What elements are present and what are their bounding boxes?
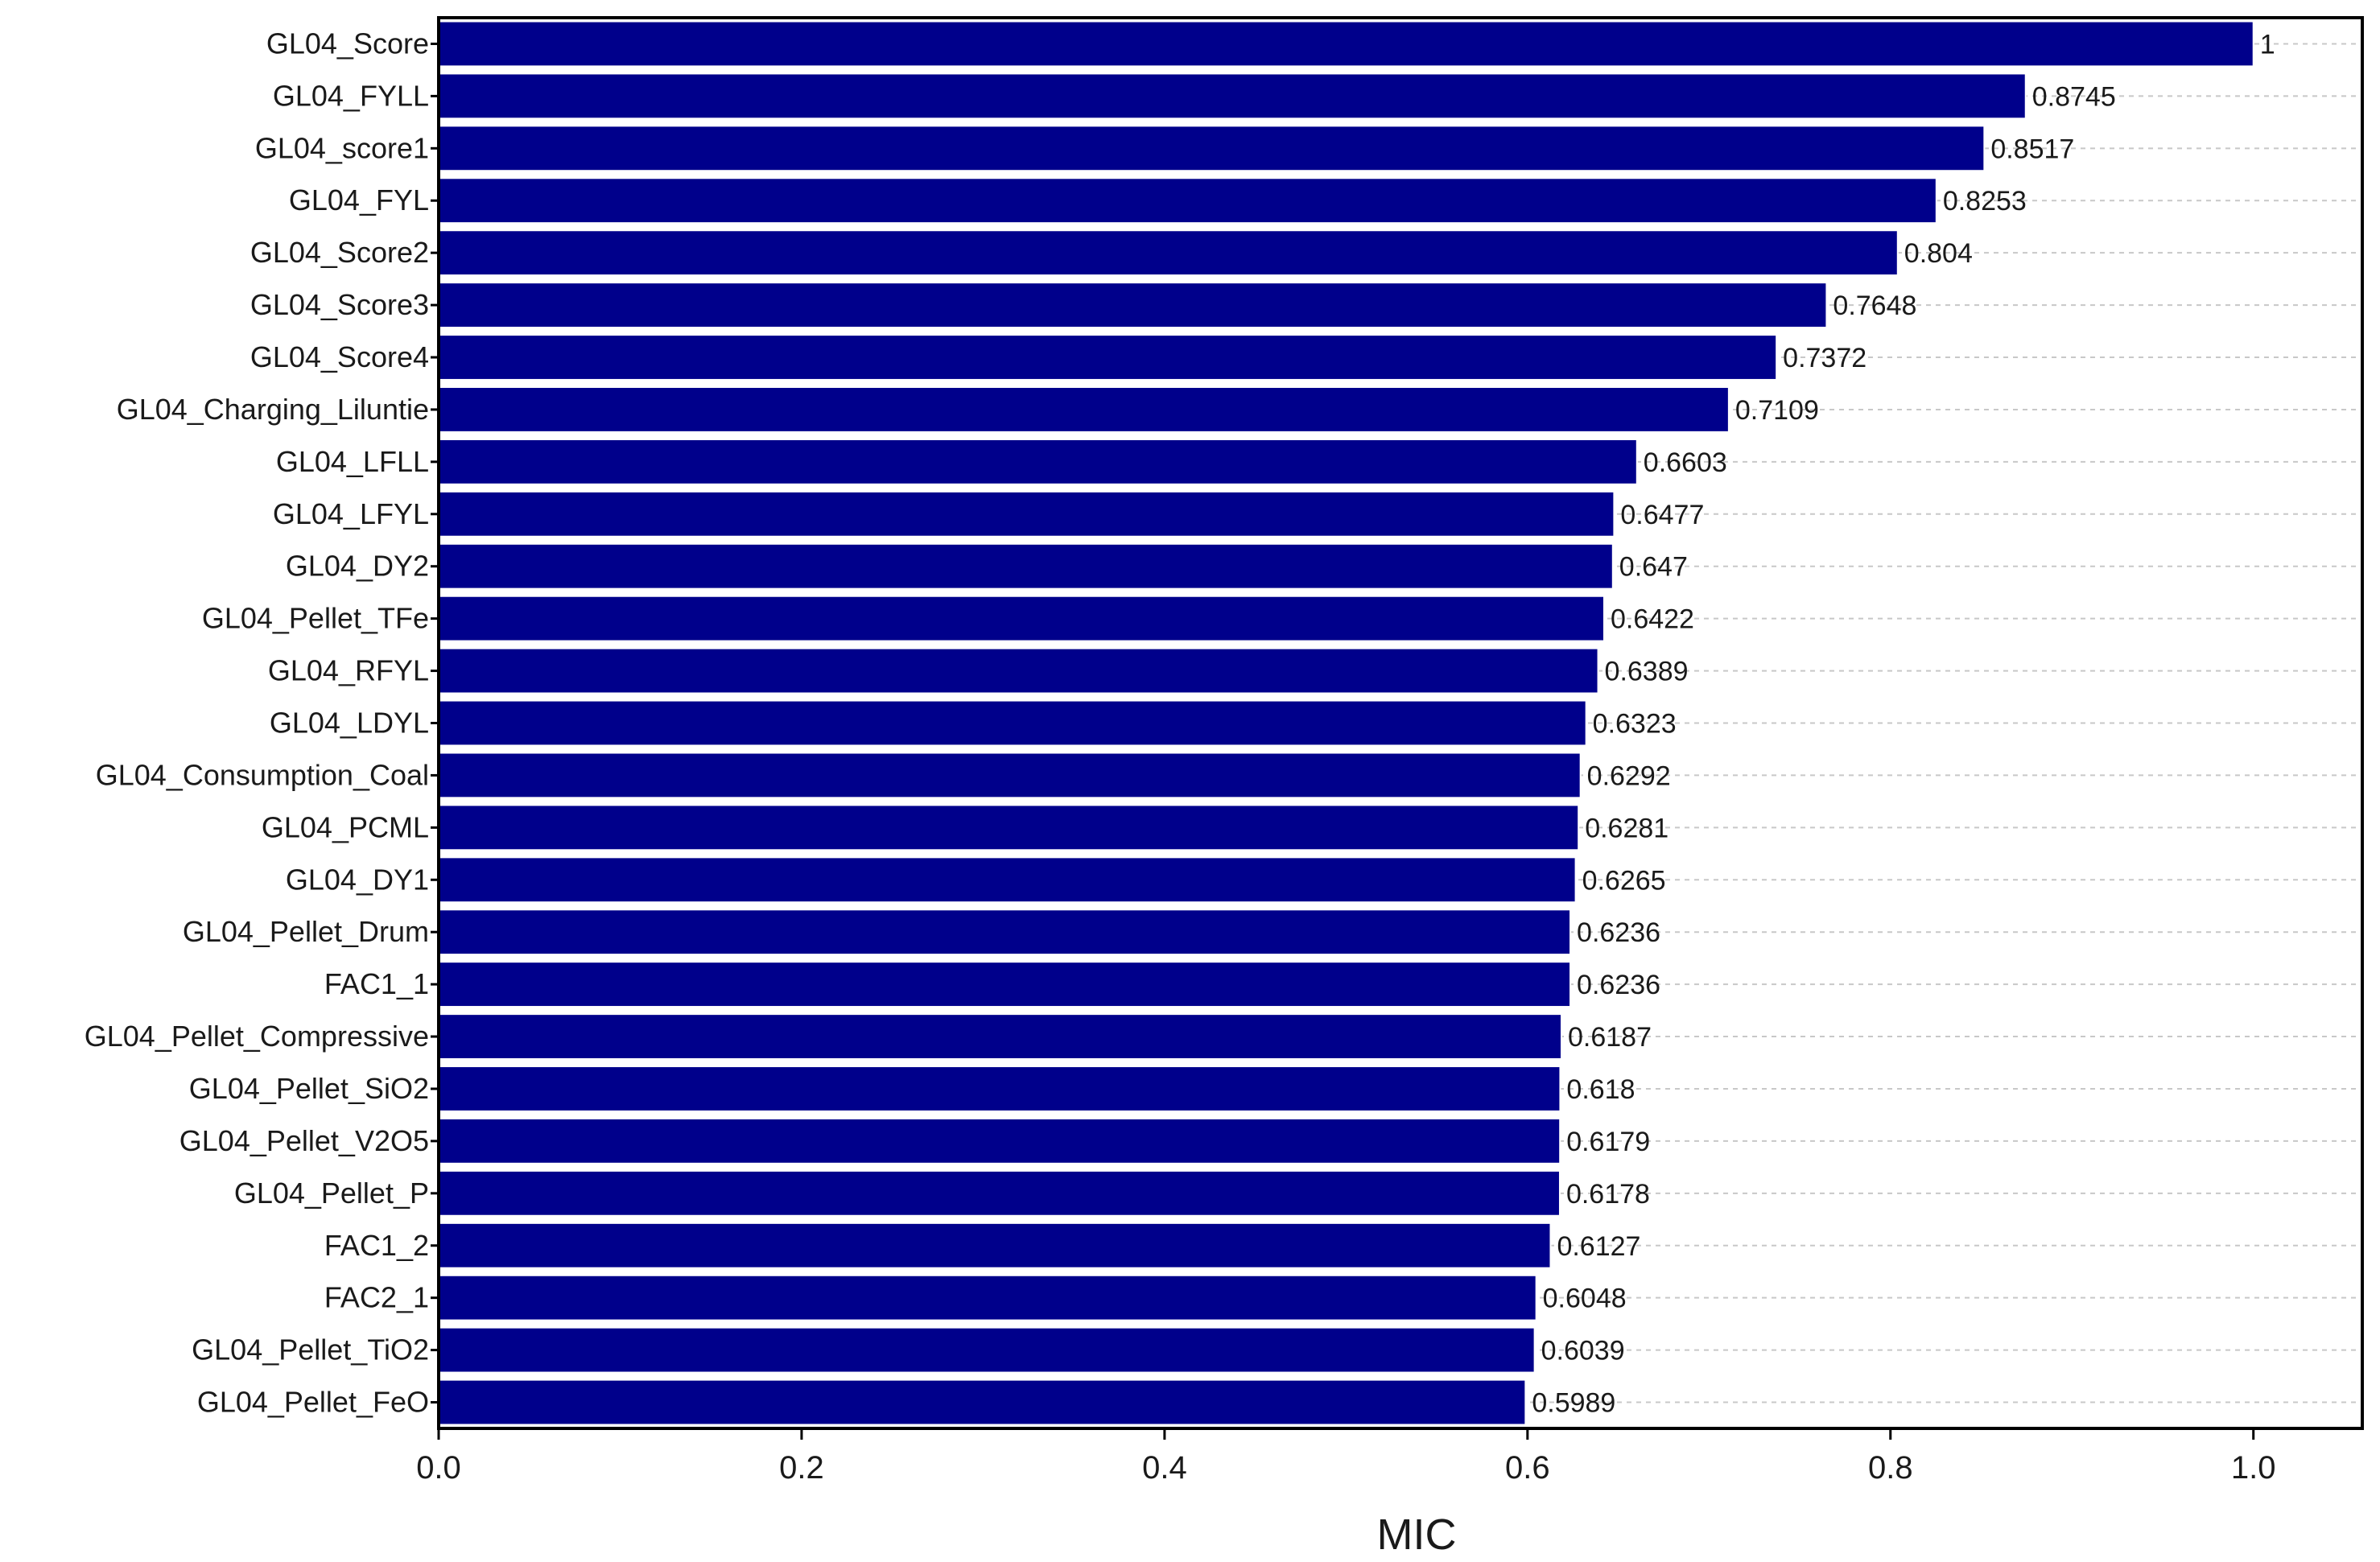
- bar: [438, 856, 1577, 904]
- data-label: 0.647: [1619, 552, 1688, 583]
- bar: [438, 72, 2027, 120]
- data-label: 0.6323: [1593, 709, 1677, 740]
- bar: [438, 1169, 1561, 1217]
- bar: [438, 647, 1599, 694]
- data-label: 0.6048: [1543, 1284, 1627, 1314]
- bar: [438, 125, 1986, 172]
- bar: [438, 177, 1937, 225]
- data-label: 0.804: [1904, 238, 1973, 269]
- bar: [438, 1065, 1561, 1112]
- x-tick-label: 1.0: [2231, 1450, 2276, 1486]
- bar: [438, 334, 1778, 381]
- bar: [438, 752, 1582, 799]
- bar: [438, 1117, 1561, 1164]
- y-tick-label: GL04_Pellet_V2O5: [179, 1124, 429, 1157]
- data-label: 0.6389: [1605, 657, 1689, 687]
- bar: [438, 699, 1587, 747]
- y-tick-label: GL04_Consumption_Coal: [96, 758, 429, 791]
- bar: [438, 1274, 1537, 1321]
- data-label: 0.6178: [1566, 1179, 1650, 1210]
- bar: [438, 229, 1899, 277]
- y-tick-label: GL04_LDYL: [270, 707, 429, 740]
- data-label: 0.8253: [1943, 186, 2027, 216]
- data-label: 0.6265: [1582, 865, 1666, 896]
- data-label: 1: [2260, 29, 2275, 60]
- y-tick-label: GL04_PCML: [262, 810, 429, 843]
- x-axis: 0.0 0.2 0.4 0.6 0.8 1.0: [416, 1428, 2276, 1486]
- x-axis-title: MIC: [1377, 1510, 1457, 1559]
- y-tick-label: GL04_Score2: [250, 236, 429, 269]
- bar: [438, 1222, 1552, 1269]
- x-tick-label: 0.6: [1505, 1450, 1550, 1486]
- y-tick-label: GL04_Score3: [250, 288, 429, 321]
- y-tick-label: GL04_Score4: [250, 340, 429, 373]
- data-label: 0.7109: [1735, 395, 1819, 426]
- y-tick-label: GL04_FYL: [289, 183, 429, 216]
- y-tick-label: GL04_Pellet_TiO2: [192, 1333, 429, 1366]
- bar: [438, 438, 1638, 485]
- data-label: 0.6127: [1557, 1231, 1640, 1262]
- y-tick-label: GL04_FYLL: [273, 79, 429, 112]
- data-label: 0.6179: [1566, 1127, 1650, 1157]
- y-tick-label: GL04_LFYL: [273, 497, 429, 530]
- y-tick-label: FAC1_2: [324, 1229, 429, 1262]
- data-label: 0.6422: [1611, 604, 1694, 635]
- data-label: 0.8517: [1990, 134, 2074, 164]
- bar: [438, 386, 1730, 433]
- bars-layer: [438, 20, 2254, 1426]
- y-tick-label: GL04_Pellet_P: [234, 1177, 429, 1210]
- bar: [438, 804, 1580, 851]
- y-tick-label: GL04_Pellet_SiO2: [189, 1072, 429, 1105]
- y-tick-label: GL04_Pellet_TFe: [202, 602, 429, 635]
- data-label: 0.6236: [1577, 970, 1660, 1000]
- plot-frame: [437, 16, 2364, 1430]
- x-tick-label: 0.4: [1142, 1450, 1187, 1486]
- data-label: 0.6292: [1587, 760, 1671, 791]
- y-tick-label: FAC1_1: [324, 967, 429, 1000]
- x-tick-label: 0.0: [416, 1450, 461, 1486]
- bar: [438, 490, 1615, 538]
- y-tick-label: FAC2_1: [324, 1281, 429, 1314]
- bar: [438, 1326, 1536, 1374]
- y-tick-label: GL04_DY2: [286, 550, 429, 583]
- data-labels-layer: 1 0.8745 0.8517 0.8253 0.804 0.7648 0.7372 0.71…: [1532, 29, 2275, 1418]
- y-axis: GL04_Score GL04_FYLL GL04_score1 GL04_FYL GL…: [85, 27, 439, 1419]
- data-label: 0.6187: [1568, 1022, 1652, 1053]
- y-tick-label: GL04_Pellet_FeO: [197, 1386, 429, 1419]
- data-label: 0.7372: [1783, 343, 1866, 373]
- y-tick-label: GL04_score1: [255, 131, 429, 164]
- bar: [438, 1379, 1527, 1426]
- bar: [438, 961, 1572, 1008]
- data-label: 0.6477: [1620, 500, 1704, 530]
- y-tick-label: GL04_RFYL: [268, 654, 429, 687]
- data-label: 0.618: [1566, 1074, 1635, 1105]
- y-tick-label: GL04_Charging_Liluntie: [117, 393, 429, 426]
- y-tick-label: GL04_Pellet_Drum: [183, 915, 429, 948]
- bar: [438, 20, 2254, 68]
- bar: [438, 909, 1572, 956]
- data-label: 0.6603: [1644, 447, 1727, 478]
- data-label: 0.6039: [1541, 1336, 1625, 1366]
- x-tick-label: 0.2: [779, 1450, 824, 1486]
- data-label: 0.5989: [1532, 1388, 1615, 1419]
- data-label: 0.8745: [2032, 81, 2116, 112]
- x-tick-label: 0.8: [1868, 1450, 1913, 1486]
- data-label: 0.7648: [1833, 291, 1916, 321]
- bar: [438, 1013, 1562, 1060]
- y-tick-label: GL04_Pellet_Compressive: [85, 1020, 429, 1053]
- y-tick-label: GL04_DY1: [286, 863, 429, 896]
- bar: [438, 282, 1828, 329]
- y-tick-label: GL04_LFLL: [276, 445, 429, 478]
- data-label: 0.6236: [1577, 917, 1660, 948]
- data-label: 0.6281: [1585, 813, 1668, 843]
- y-tick-label: GL04_Score: [266, 27, 429, 60]
- bar: [438, 542, 1614, 590]
- bar: [438, 595, 1605, 642]
